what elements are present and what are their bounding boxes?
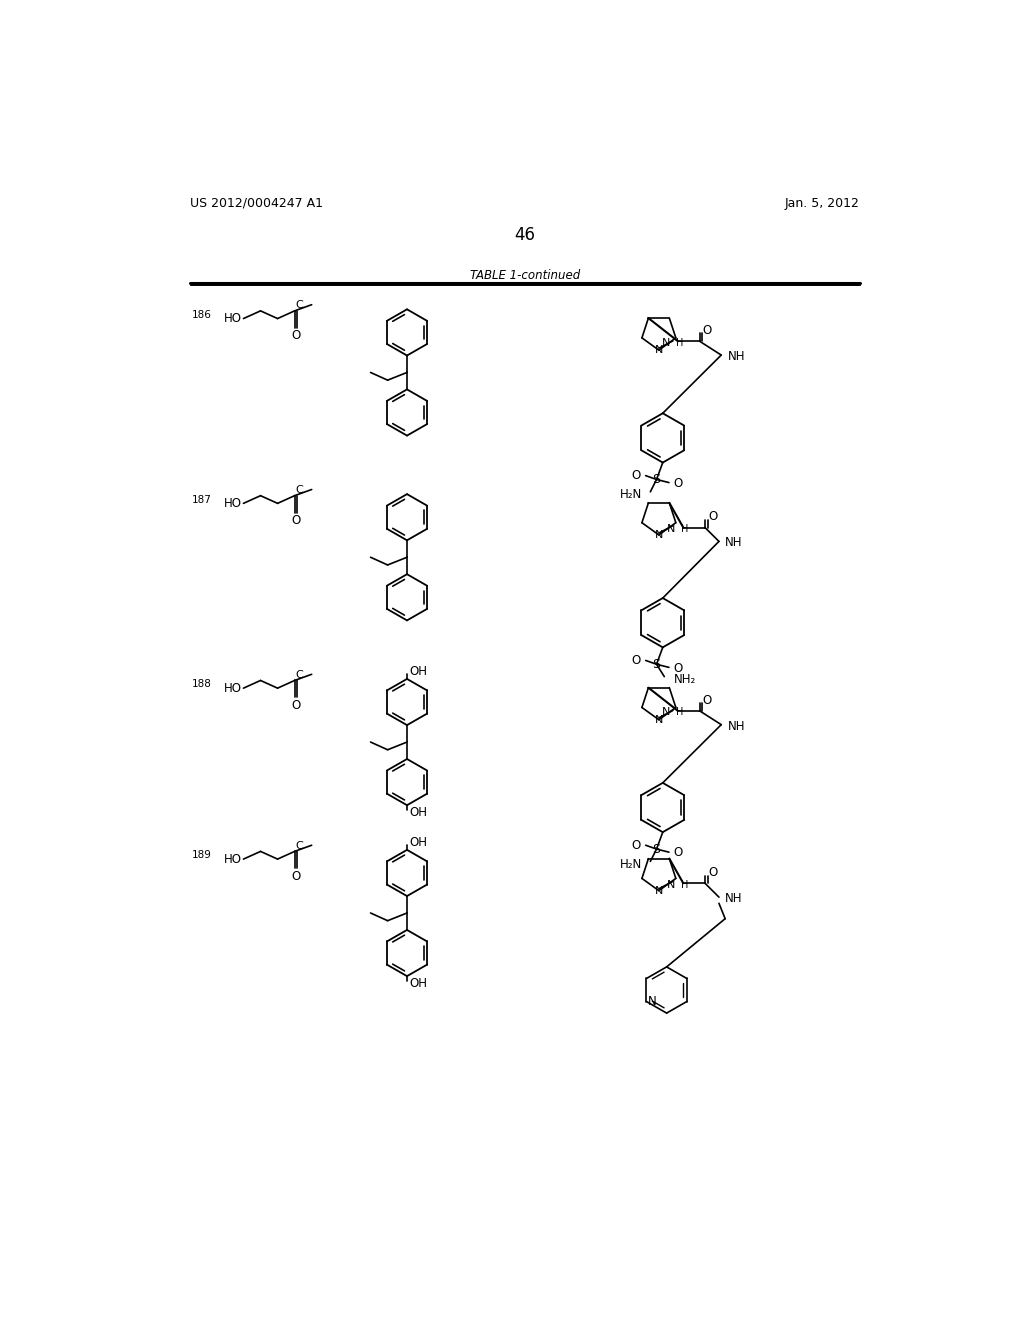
Text: NH: NH <box>727 719 744 733</box>
Text: 46: 46 <box>514 227 536 244</box>
Text: S: S <box>652 473 660 486</box>
Text: 189: 189 <box>191 850 211 861</box>
Text: O: O <box>709 866 718 879</box>
Text: N: N <box>654 714 664 725</box>
Text: NH₂: NH₂ <box>674 673 696 686</box>
Text: O: O <box>674 661 683 675</box>
Text: H: H <box>681 880 688 890</box>
Text: 186: 186 <box>191 310 211 319</box>
Text: S: S <box>652 657 660 671</box>
Text: NH: NH <box>725 536 742 549</box>
Text: HO: HO <box>224 496 242 510</box>
Text: C: C <box>295 300 303 310</box>
Text: NH: NH <box>725 892 742 906</box>
Text: N: N <box>654 345 664 355</box>
Text: O: O <box>292 329 301 342</box>
Text: S: S <box>652 842 660 855</box>
Text: N: N <box>668 524 676 535</box>
Text: 188: 188 <box>191 680 211 689</box>
Text: O: O <box>674 846 683 859</box>
Text: H₂N: H₂N <box>621 488 643 502</box>
Text: H: H <box>676 708 683 717</box>
Text: N: N <box>662 708 670 717</box>
Text: NH: NH <box>727 350 744 363</box>
Text: O: O <box>702 693 712 706</box>
Text: O: O <box>632 653 641 667</box>
Text: Jan. 5, 2012: Jan. 5, 2012 <box>784 197 859 210</box>
Text: H₂N: H₂N <box>621 858 643 871</box>
Text: US 2012/0004247 A1: US 2012/0004247 A1 <box>190 197 323 210</box>
Text: N: N <box>654 886 664 896</box>
Text: O: O <box>709 511 718 523</box>
Text: O: O <box>632 469 641 482</box>
Text: H: H <box>676 338 683 347</box>
Text: N: N <box>648 995 656 1008</box>
Text: C: C <box>295 484 303 495</box>
Text: HO: HO <box>224 681 242 694</box>
Text: O: O <box>674 477 683 490</box>
Text: O: O <box>292 513 301 527</box>
Text: N: N <box>662 338 670 347</box>
Text: H: H <box>681 524 688 535</box>
Text: HO: HO <box>224 853 242 866</box>
Text: N: N <box>654 529 664 540</box>
Text: O: O <box>292 698 301 711</box>
Text: OH: OH <box>410 977 427 990</box>
Text: OH: OH <box>410 665 427 677</box>
Text: TABLE 1-continued: TABLE 1-continued <box>470 269 580 282</box>
Text: O: O <box>632 838 641 851</box>
Text: N: N <box>668 880 676 890</box>
Text: C: C <box>295 841 303 850</box>
Text: 187: 187 <box>191 495 211 504</box>
Text: O: O <box>292 870 301 883</box>
Text: OH: OH <box>410 807 427 820</box>
Text: HO: HO <box>224 312 242 325</box>
Text: OH: OH <box>410 836 427 849</box>
Text: O: O <box>702 323 712 337</box>
Text: C: C <box>295 669 303 680</box>
